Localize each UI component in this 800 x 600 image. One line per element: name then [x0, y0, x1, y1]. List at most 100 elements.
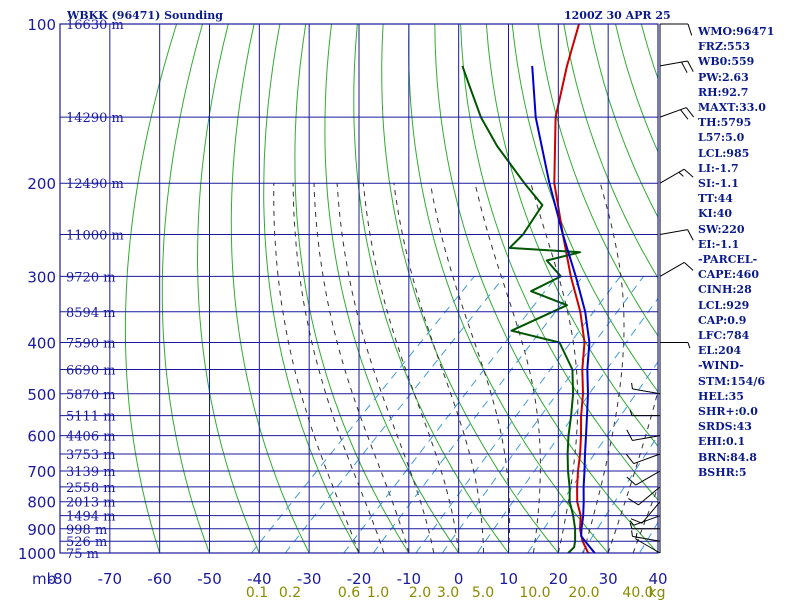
mixing-ratio-line: [250, 276, 475, 553]
index-item: FRZ:553: [698, 40, 751, 54]
wind-barb-shaft: [632, 535, 661, 542]
index-item: LCL:929: [698, 298, 750, 312]
wind-barb-flag: [687, 60, 694, 72]
index-item: BRN:84.8: [698, 450, 757, 464]
temperature-tick-label: 10: [499, 570, 518, 588]
mixing-ratio-label: 0.6: [338, 585, 360, 600]
wind-barb-flag: [629, 409, 633, 416]
pressure-tick-label: 400: [27, 334, 56, 352]
wind-barb-shaft: [659, 261, 685, 277]
wind-barb-flag: [629, 520, 635, 526]
temperature-tick-label: 20: [549, 570, 568, 588]
wind-barb-shaft: [659, 229, 688, 236]
dewpoint-profile-line: [461, 65, 582, 553]
height-label: 6690 m: [66, 364, 116, 379]
height-label: 3753 m: [66, 448, 116, 463]
index-item: KI:40: [698, 207, 733, 221]
height-label: 75 m: [66, 547, 99, 562]
dry-adiabat-line: [196, 24, 260, 553]
temperature-tick-label: 40: [648, 570, 667, 588]
pressure-tick-label: 300: [27, 268, 56, 286]
index-item: MAXT:33.0: [698, 101, 766, 115]
wind-barb-shaft: [659, 60, 688, 67]
wind-barb-flag: [625, 453, 635, 464]
mixing-ratio-line: [284, 276, 505, 553]
dry-adiabat-line: [294, 24, 410, 553]
plot-area: [124, 24, 658, 553]
wind-barb-flag: [685, 107, 695, 118]
wind-barb-shaft: [632, 388, 661, 395]
height-label: 1494 m: [66, 510, 116, 525]
moist-adiabat-line: [474, 183, 541, 553]
valid-time: 1200Z 30 APR 25: [564, 9, 671, 22]
wind-barb-flag: [687, 342, 691, 349]
height-label: 12490 m: [66, 177, 124, 192]
temperature-tick-label: 0: [454, 570, 464, 588]
index-item: PW:2.63: [698, 70, 749, 84]
mixing-ratio-line: [581, 434, 658, 553]
moist-adiabat-line: [582, 183, 625, 553]
dry-adiabat-line: [434, 24, 658, 553]
wind-barb-flag: [629, 522, 633, 529]
mixing-ratio-label: 0.1: [246, 585, 268, 600]
mixing-ratio-label: 5.0: [472, 585, 494, 600]
height-label: 8594 m: [66, 306, 116, 321]
height-label: 3139 m: [66, 465, 116, 480]
height-label: 998 m: [66, 523, 107, 538]
temperature-tick-label: -80: [48, 570, 73, 588]
dry-adiabat-line: [511, 24, 658, 393]
index-item: -PARCEL-: [698, 253, 758, 267]
moist-adiabat-line: [336, 183, 435, 553]
moist-adiabat-line: [429, 183, 511, 553]
mixing-ratio-label: 2.0: [409, 585, 431, 600]
index-item: EL:204: [698, 344, 742, 358]
index-item: RH:92.7: [698, 85, 749, 99]
pressure-tick-label: 1000: [18, 545, 56, 563]
plot-frame: [59, 23, 659, 554]
parcel-profile-line: [531, 65, 598, 553]
moist-adiabat-line: [273, 183, 360, 553]
height-label: 526 m: [66, 535, 107, 550]
temperature-tick-label: -60: [147, 570, 172, 588]
mixing-ratio-label: 3.0: [437, 585, 459, 600]
moist-adiabat-line: [292, 183, 385, 553]
wind-barb-flag: [628, 498, 639, 506]
height-label: 5870 m: [66, 388, 116, 403]
mixing-ratio-line: [441, 276, 644, 553]
wind-barb-shaft: [659, 107, 687, 118]
stability-indices-panel: WMO:96471 FRZ:553 WB0:559 PW:2.63 RH:92.7 MAX…: [698, 24, 800, 480]
index-item: CAP:0.9: [698, 313, 747, 327]
mixing-ratio-label: 10.0: [519, 585, 550, 600]
wind-barb-flag: [626, 429, 633, 441]
height-label: 2013 m: [66, 496, 116, 511]
moist-adiabat-line: [530, 183, 579, 553]
height-label: 16630 m: [66, 18, 124, 33]
height-label: 14290 m: [66, 111, 124, 126]
wind-barb-shaft: [659, 168, 685, 184]
wind-barb-flag: [683, 262, 694, 271]
pressure-tick-label: 600: [27, 428, 56, 446]
mixing-ratio-label: 20.0: [568, 585, 599, 600]
index-item: LI:-1.7: [698, 161, 739, 175]
index-item: TT:44: [698, 192, 733, 206]
wind-barb-shaft: [632, 435, 661, 441]
index-item: CINH:28: [698, 283, 752, 297]
index-item: SRDS:43: [698, 420, 752, 434]
index-item: SI:-1.1: [698, 177, 739, 191]
pressure-tick-label: 100: [27, 16, 56, 34]
temperature-tick-label: -20: [347, 570, 372, 588]
mixing-ratio-label: 40.0: [622, 585, 653, 600]
index-item: EI:-1.1: [698, 237, 740, 251]
temperature-tick-label: -50: [197, 570, 222, 588]
dry-adiabat-line: [161, 24, 211, 553]
dry-adiabat-line: [485, 24, 658, 448]
dry-adiabat-line: [381, 24, 559, 553]
pressure-tick-label: 900: [27, 521, 56, 539]
temperature-tick-label: -40: [247, 570, 272, 588]
height-label: 4406 m: [66, 430, 116, 445]
index-item: SW:220: [698, 222, 745, 236]
moist-adiabat-line: [362, 183, 460, 553]
wind-barb-shaft: [633, 453, 661, 465]
index-item: WMO:96471: [698, 25, 775, 38]
